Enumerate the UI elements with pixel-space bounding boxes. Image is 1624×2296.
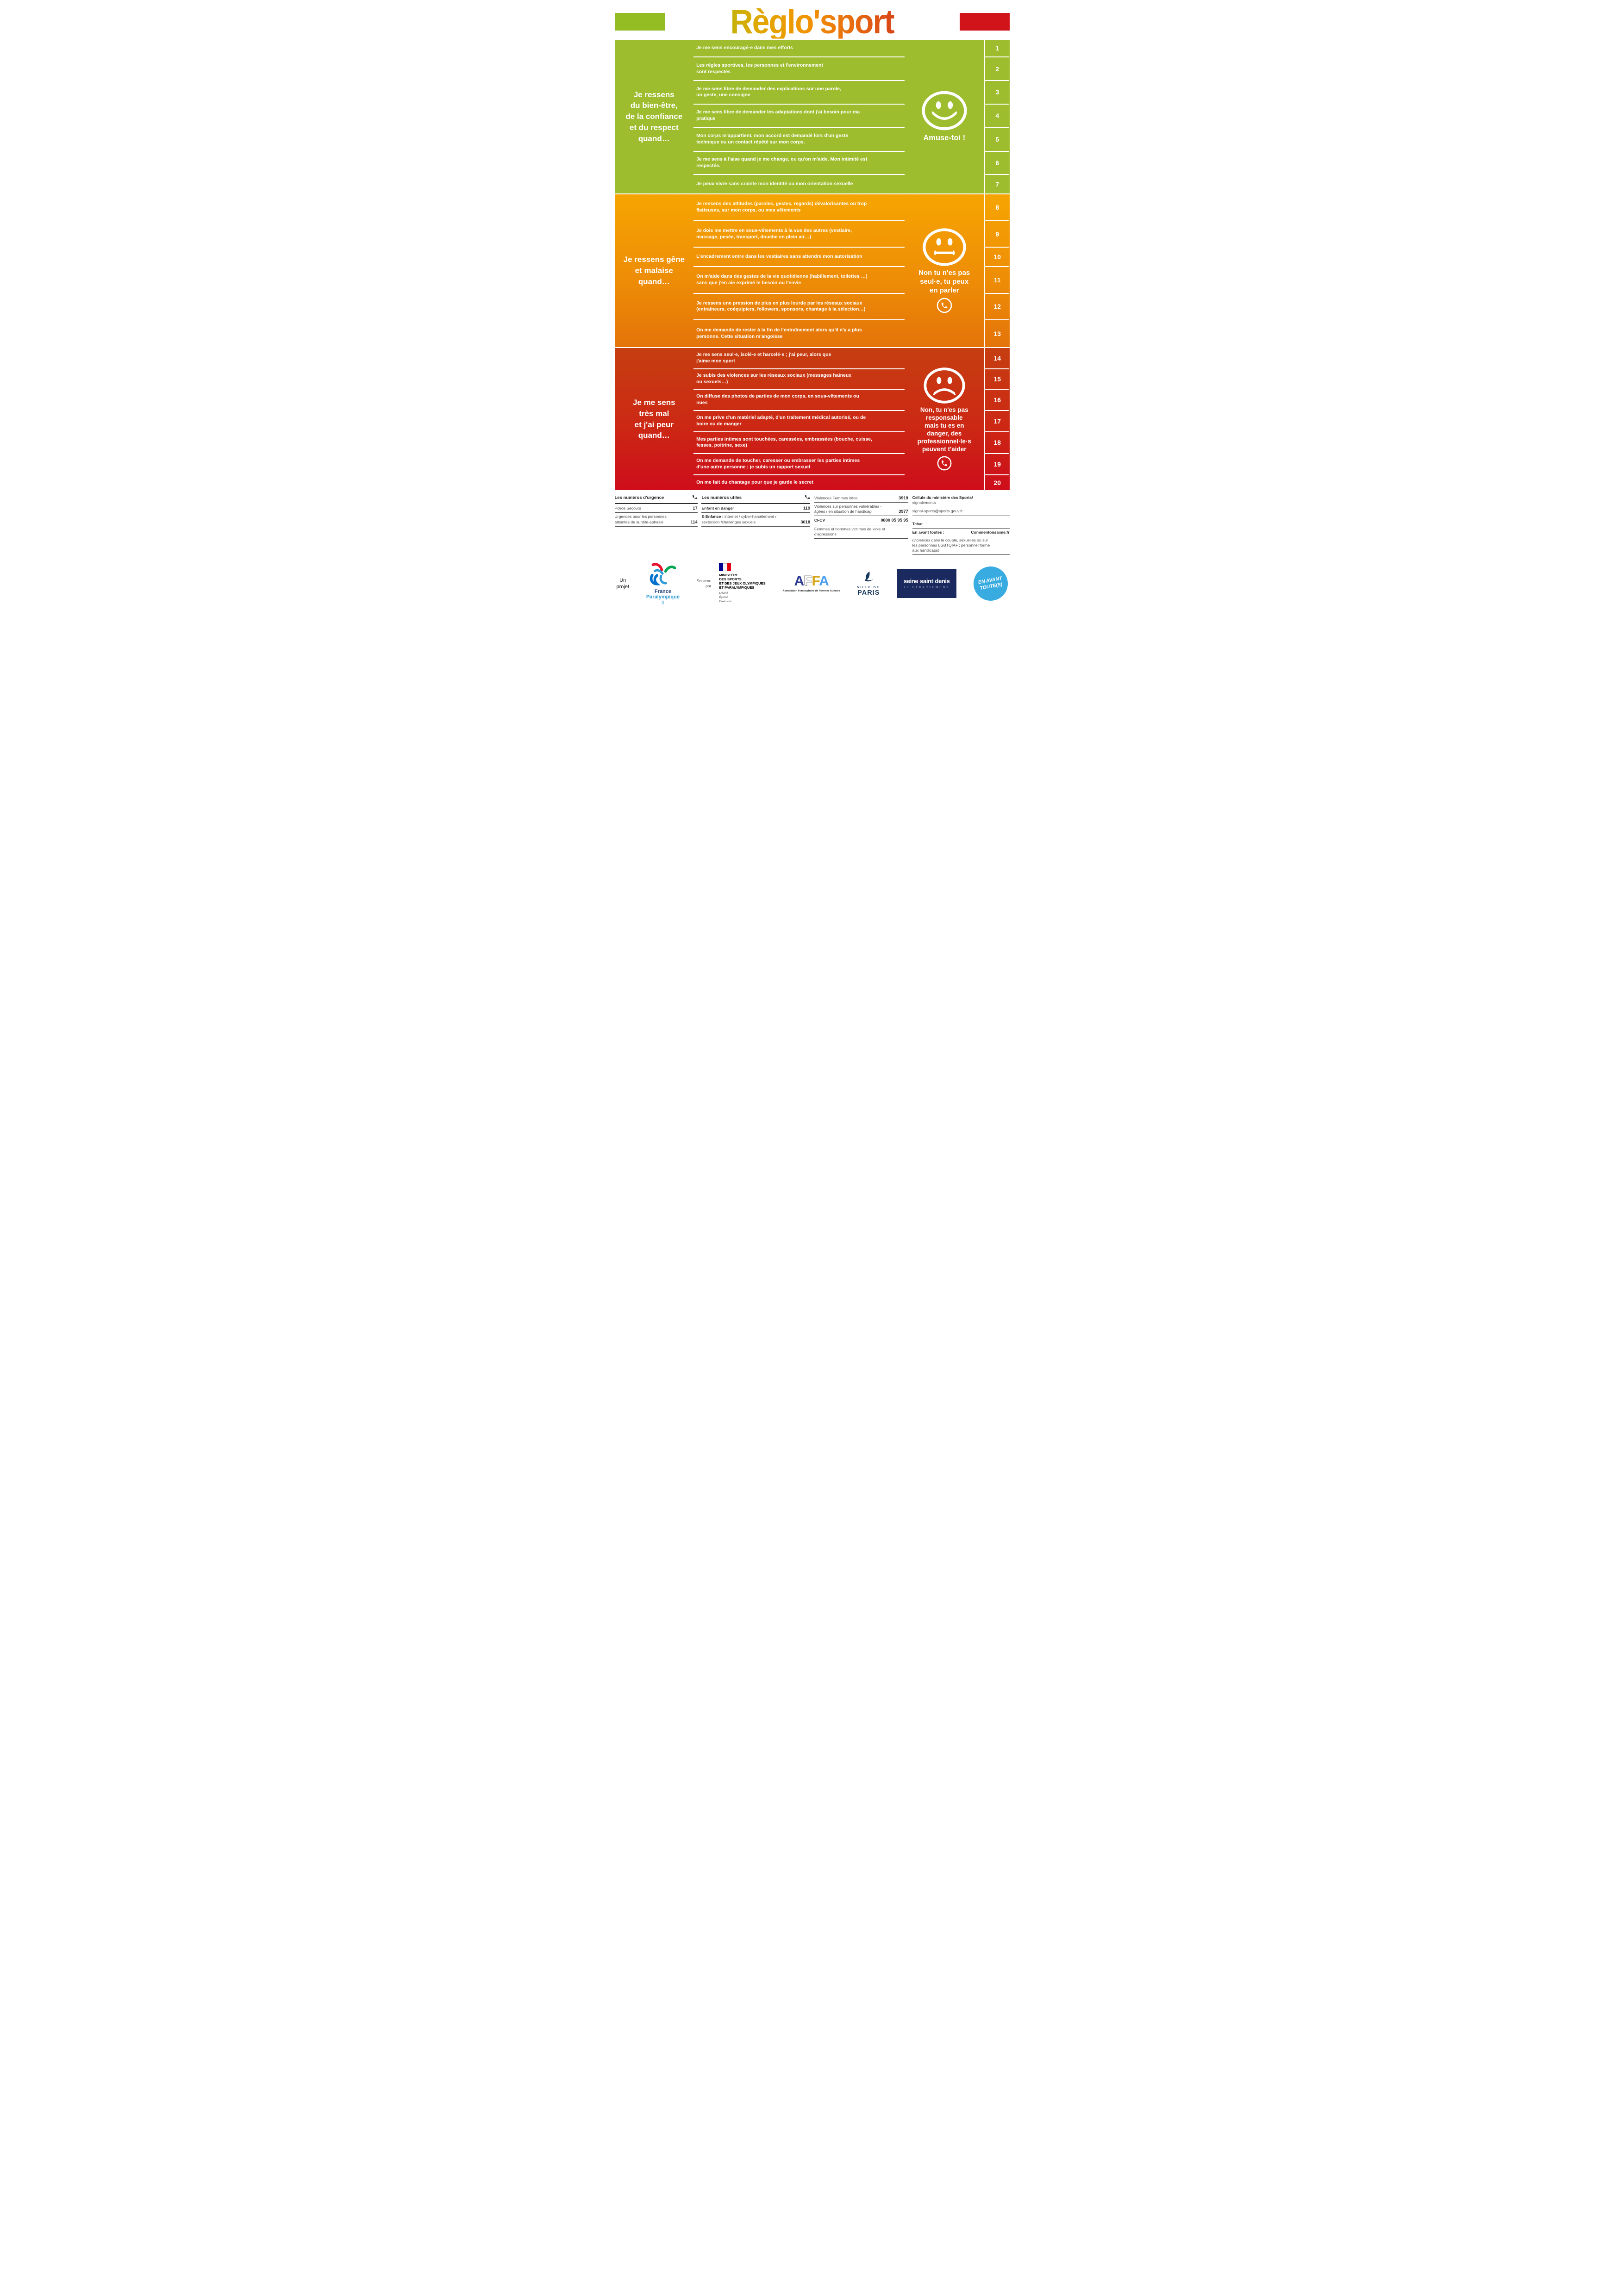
statement-row-4: Je me sens libre de demander les adaptat… — [693, 105, 905, 128]
row-number-16: 16 — [984, 390, 1010, 411]
statement-row-20: On me fait du chantage pour que je garde… — [696, 479, 813, 485]
footer-row: Violences sur personnes vulnérables - âg… — [814, 503, 908, 516]
footer-row: Enfant en danger 119 — [701, 504, 811, 513]
statement-row-14: Je me sens seul·e, isolé·e et harcelé·e … — [693, 348, 905, 370]
footer-violence-column: Violences Femmes infos 3919 Violences sur… — [814, 494, 908, 555]
section-message-discomfort: Non tu n'es pas seul·e, tu peux en parle… — [905, 194, 984, 347]
section-label-discomfort: Je ressens gêne et malaise quand… — [623, 255, 685, 286]
poster-title: Règlo'sport — [665, 5, 960, 38]
project-label: Un projet — [616, 577, 630, 590]
row-number-4: 4 — [984, 104, 1010, 128]
statement-row-19: On me demande de toucher, caresser ou em… — [693, 454, 905, 475]
footer-row: Police Secours 17 — [614, 504, 698, 513]
happy-face-icon — [921, 90, 968, 131]
title-green-block — [614, 13, 665, 31]
footer-row: E-Enfance : internet / cyber-harcèlement… — [701, 513, 811, 527]
row-number-13: 13 — [984, 320, 1009, 347]
footer-row: CFCV 0800 05 95 95 — [814, 516, 908, 525]
title-banner: Règlo'sport — [614, 5, 1010, 39]
row-number-2: 2 — [984, 57, 1010, 81]
row-number-10: 10 — [984, 248, 1010, 267]
section-label-wellbeing: Je ressens du bien-être, de la confiance… — [625, 90, 683, 143]
statement-row-16: On diffuse des photos de parties de mon … — [693, 390, 905, 411]
france-paralympique-logo: France Paralympique )( — [646, 562, 680, 604]
section-message-wellbeing: Amuse-toi ! — [905, 40, 984, 193]
statement-row-1: Je me sens encouragé·e dans mes efforts — [693, 40, 905, 58]
statement-row-7: Je peux vivre sans crainte mon identité … — [696, 181, 853, 187]
row-number-8: 8 — [984, 194, 1010, 221]
row-number-9: 9 — [984, 221, 1010, 248]
row-number-18: 18 — [984, 432, 1010, 454]
footer-header: Les numéros utiles — [701, 494, 811, 504]
ministry-email-link[interactable]: signal-sports@sports.gouv.fr — [912, 509, 963, 514]
section-danger: Je me sens très mal et j'ai peur quand… … — [614, 348, 1010, 490]
statement-row-15: Je subis des violences sur les réseaux s… — [693, 369, 905, 390]
phone-icon — [805, 494, 810, 502]
footer-help-numbers: Les numéros d'urgence Police Secours 17 U… — [614, 490, 1010, 557]
section-message-danger: Non, tu n'es pas responsable mais tu es … — [905, 348, 984, 490]
footer-row: signal-sports@sports.gouv.fr — [912, 507, 1010, 516]
statement-row-10: L'encadrement entre dans les vestiaires … — [693, 248, 905, 267]
row-number-6: 6 — [984, 151, 1010, 175]
footer-useful-column: Les numéros utiles Enfant en danger 119 E… — [701, 494, 811, 555]
statement-row-13: On me demande de rester à la fin de l'en… — [696, 327, 862, 340]
paralympique-rooster-icon — [650, 563, 676, 585]
statement-row-8: Je ressens des attitudes (paroles, geste… — [693, 194, 905, 221]
ministry-logo: Soutenu par MINISTÈRE DES SPORTS ET DES … — [697, 563, 766, 604]
sad-face-icon — [923, 367, 966, 404]
statement-row-18: Mes parties intimes sont touchées, cares… — [693, 432, 905, 454]
statement-row-2: Les règles sportives, les personnes et l… — [693, 57, 905, 81]
row-number-17: 17 — [984, 411, 1010, 433]
neutral-face-icon — [922, 228, 967, 267]
row-number-19: 19 — [984, 454, 1010, 475]
row-number-20: 20 — [984, 475, 1009, 490]
footer-row: (violences dans le couple, sexuelles ou … — [912, 536, 1010, 555]
statement-row-6: Je me sens à l'aise quand je me change, … — [693, 152, 905, 175]
ville-de-paris-logo: VILLE DE PARIS — [857, 571, 880, 597]
footer-row: Tchat — [912, 520, 1010, 529]
footer-row: Cellule du ministère des Sports/signalem… — [912, 494, 1010, 508]
row-number-3: 3 — [984, 81, 1010, 105]
french-flag-icon — [719, 563, 731, 572]
statement-row-5: Mon corps m'appartient, mon accord est d… — [693, 128, 905, 152]
poster: Règlo'sport Je ressens du bien-être, de … — [609, 0, 1015, 611]
row-number-12: 12 — [984, 293, 1010, 321]
phone-icon — [692, 494, 698, 502]
paris-sail-icon — [864, 572, 873, 582]
footer-ministry-column: Cellule du ministère des Sports/signalem… — [912, 494, 1010, 555]
row-number-15: 15 — [984, 369, 1010, 390]
supported-by-label: Soutenu par — [696, 578, 712, 588]
row-number-5: 5 — [984, 128, 1010, 152]
affa-logo: AFFA Association Francophone de Femmes A… — [782, 573, 840, 593]
statement-row-11: On m'aide dans des gestes de la vie quot… — [693, 267, 905, 294]
chat-site-link[interactable]: Commentonsaime.fr — [971, 529, 1010, 535]
row-number-7: 7 — [984, 175, 1009, 193]
title-red-block — [959, 13, 1010, 31]
statement-row-9: Je dois me mettre en sous-vêtements à la… — [693, 221, 905, 248]
en-avant-toutes-badge: EN AVANT TOUTE(S) — [973, 566, 1008, 601]
section-label-danger: Je me sens très mal et j'ai peur quand… — [632, 398, 675, 440]
row-number-1: 1 — [984, 40, 1010, 58]
row-number-14: 14 — [984, 348, 1010, 370]
section-discomfort: Je ressens gêne et malaise quand… Je res… — [614, 194, 1010, 347]
footer-emergency-column: Les numéros d'urgence Police Secours 17 U… — [614, 494, 698, 555]
footer-row: En avant toutes : Commentonsaime.fr — [912, 529, 1010, 535]
partner-logos: Un projet France Paralympique )( Soutenu… — [615, 557, 1010, 604]
statement-row-17: On me prive d'un matériel adapté, d'un t… — [693, 411, 905, 433]
footer-header: Les numéros d'urgence — [614, 494, 698, 504]
footer-row: Femmes et hommes victimes de viols et d'… — [814, 525, 908, 539]
statement-row-3: Je me sens libre de demander des explica… — [693, 81, 905, 105]
seine-saint-denis-logo: seine·saint·denis LE DÉPARTEMENT — [897, 569, 956, 598]
phone-icon — [937, 455, 952, 471]
section-wellbeing: Je ressens du bien-être, de la confiance… — [614, 40, 1010, 193]
footer-row: Violences Femmes infos 3919 — [814, 494, 908, 503]
footer-row: Urgences pour les personnes atteintes de… — [614, 513, 698, 527]
statement-row-12: Je ressens une pression de plus en plus … — [693, 294, 905, 321]
row-number-11: 11 — [984, 267, 1010, 294]
phone-icon — [936, 297, 953, 314]
